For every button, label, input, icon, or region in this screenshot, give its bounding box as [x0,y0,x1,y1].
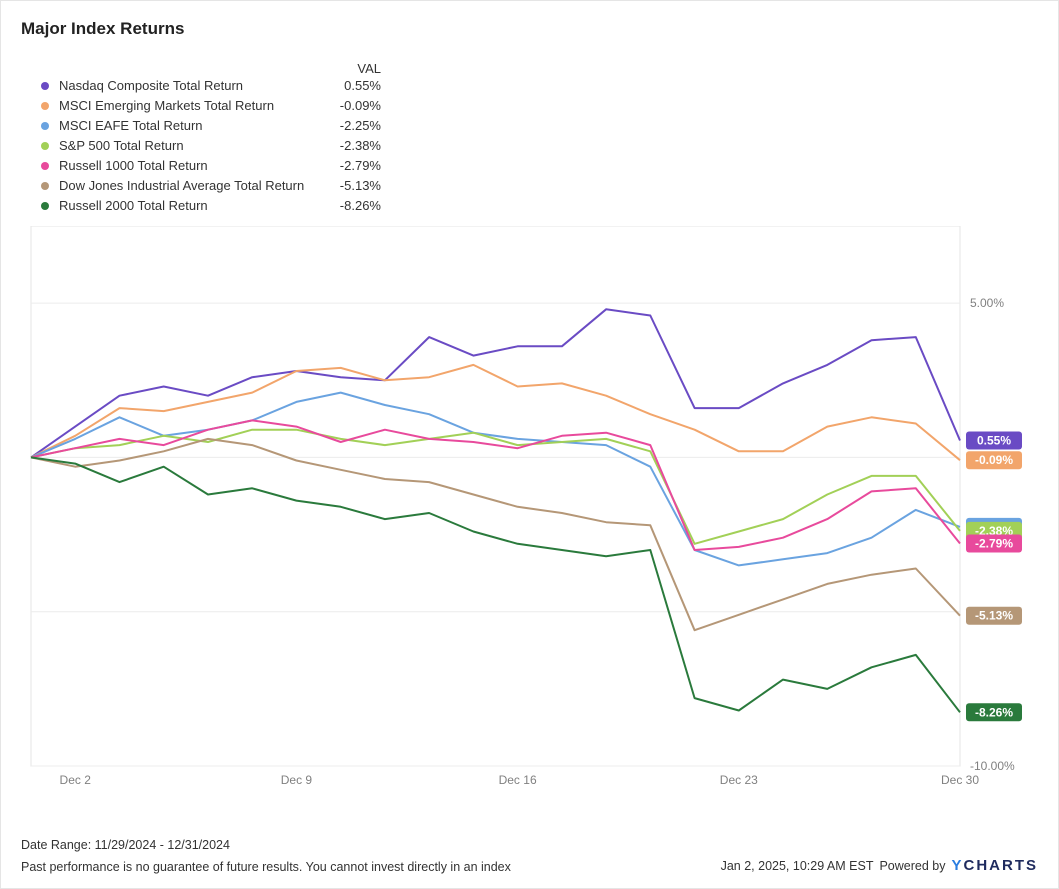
legend-series-value: -2.79% [321,156,381,176]
svg-text:-8.26%: -8.26% [975,705,1013,719]
svg-text:5.00%: 5.00% [970,296,1004,310]
ycharts-logo: YCHARTS [951,857,1038,874]
chart-title: Major Index Returns [21,19,1038,39]
legend-series-name: MSCI EAFE Total Return [59,116,321,136]
legend-series-name: S&P 500 Total Return [59,136,321,156]
legend-series-name: Russell 1000 Total Return [59,156,321,176]
attribution-powered-by: Powered by [879,859,945,873]
attribution: Jan 2, 2025, 10:29 AM EST Powered by YCH… [721,857,1038,874]
legend-series-name: Nasdaq Composite Total Return [59,76,321,96]
legend-series-name: Dow Jones Industrial Average Total Retur… [59,176,321,196]
svg-text:Dec 30: Dec 30 [941,773,979,787]
legend-dot [41,202,49,210]
legend-row: S&P 500 Total Return-2.38% [41,136,1038,156]
svg-text:Dec 2: Dec 2 [60,773,92,787]
legend-header-val: VAL [321,61,381,76]
svg-text:-5.13%: -5.13% [975,609,1013,623]
legend-row: Nasdaq Composite Total Return0.55% [41,76,1038,96]
legend-series-value: -0.09% [321,96,381,116]
legend-series-name: MSCI Emerging Markets Total Return [59,96,321,116]
chart-area: -10.00%-5.00%5.00%Dec 2Dec 9Dec 16Dec 23… [21,226,1038,801]
svg-text:Dec 23: Dec 23 [720,773,758,787]
legend-series-value: -2.25% [321,116,381,136]
legend-row: Russell 2000 Total Return-8.26% [41,196,1038,216]
svg-text:-2.79%: -2.79% [975,537,1013,551]
disclaimer: Past performance is no guarantee of futu… [21,860,511,874]
legend-series-value: 0.55% [321,76,381,96]
legend-series-name: Russell 2000 Total Return [59,196,321,216]
legend-dot [41,162,49,170]
legend-row: Russell 1000 Total Return-2.79% [41,156,1038,176]
legend-dot [41,142,49,150]
date-range: Date Range: 11/29/2024 - 12/31/2024 [21,838,511,852]
svg-text:Dec 16: Dec 16 [499,773,537,787]
svg-text:-10.00%: -10.00% [970,759,1015,773]
legend-series-value: -8.26% [321,196,381,216]
legend: VAL Nasdaq Composite Total Return0.55%MS… [41,61,1038,216]
legend-row: MSCI EAFE Total Return-2.25% [41,116,1038,136]
legend-row: Dow Jones Industrial Average Total Retur… [41,176,1038,196]
legend-header: VAL [41,61,1038,76]
attribution-timestamp: Jan 2, 2025, 10:29 AM EST [721,859,874,873]
legend-dot [41,102,49,110]
svg-text:0.55%: 0.55% [977,433,1011,447]
svg-text:Dec 9: Dec 9 [281,773,313,787]
legend-series-value: -2.38% [321,136,381,156]
legend-series-value: -5.13% [321,176,381,196]
svg-text:-0.09%: -0.09% [975,453,1013,467]
legend-dot [41,82,49,90]
legend-dot [41,182,49,190]
legend-row: MSCI Emerging Markets Total Return-0.09% [41,96,1038,116]
line-chart: -10.00%-5.00%5.00%Dec 2Dec 9Dec 16Dec 23… [21,226,1040,796]
footer: Date Range: 11/29/2024 - 12/31/2024 Past… [21,838,511,874]
legend-dot [41,122,49,130]
chart-card: Major Index Returns VAL Nasdaq Composite… [0,0,1059,889]
